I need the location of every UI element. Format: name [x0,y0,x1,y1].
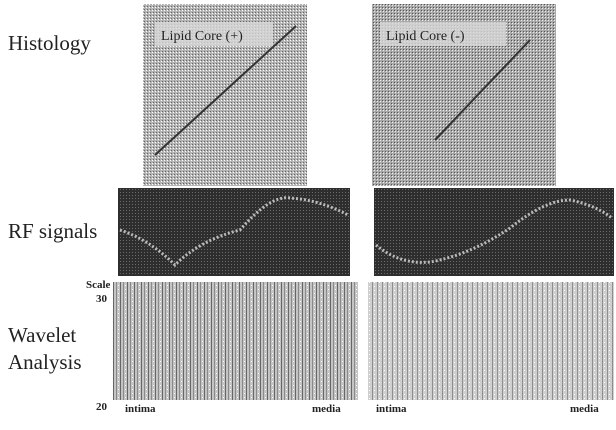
figure: Histology RF signals Wavelet Analysis Sc… [0,0,616,430]
row-label: RF signals [8,219,97,243]
panel-label: Lipid Core (-) [386,29,465,44]
scale-tick: 30 [96,293,108,305]
wavelet-image [113,282,358,400]
row-label: Histology [8,31,91,55]
row-label: Analysis [8,350,82,374]
rf-image [118,188,350,276]
scale-title: Scale [86,279,111,291]
row-label: Wavelet [8,323,76,347]
panel-label: Lipid Core (+) [161,29,243,44]
x-label: intima [125,403,156,415]
x-label: media [312,403,341,415]
wavelet-image [368,282,614,400]
scale-tick: 20 [96,401,108,413]
x-label: intima [376,403,407,415]
x-label: media [570,403,599,415]
